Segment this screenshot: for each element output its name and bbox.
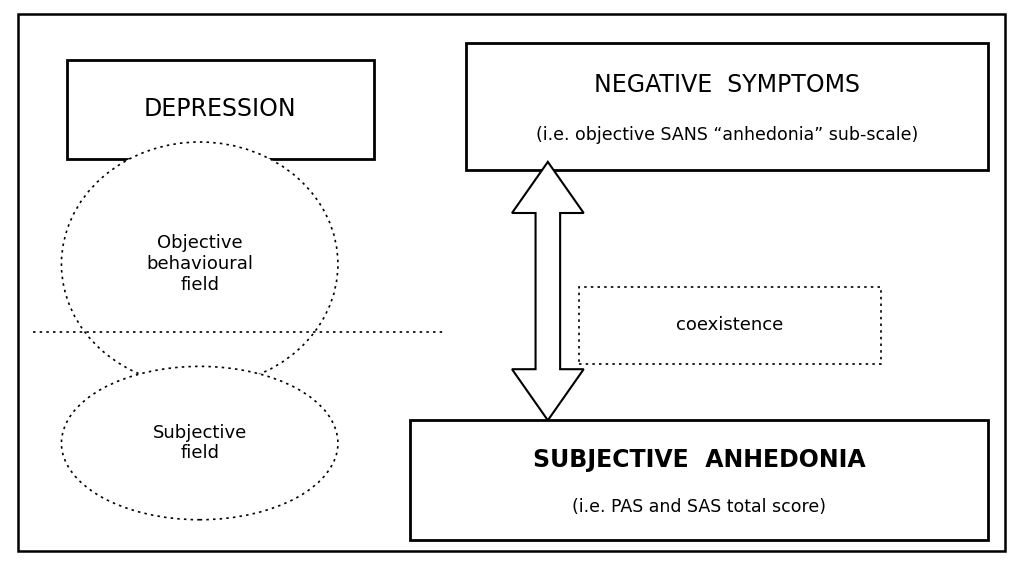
Text: (i.e. objective SANS “anhedonia” sub-scale): (i.e. objective SANS “anhedonia” sub-sca… bbox=[536, 126, 919, 144]
Bar bbox=[579, 287, 881, 364]
Bar bbox=[67, 60, 374, 159]
Text: Objective
behavioural
field: Objective behavioural field bbox=[146, 235, 253, 294]
Ellipse shape bbox=[61, 366, 338, 520]
Text: NEGATIVE  SYMPTOMS: NEGATIVE SYMPTOMS bbox=[594, 73, 860, 97]
Bar bbox=[410, 420, 988, 540]
Text: (i.e. PAS and SAS total score): (i.e. PAS and SAS total score) bbox=[571, 498, 826, 516]
Bar bbox=[466, 43, 988, 170]
Text: Subjective
field: Subjective field bbox=[153, 424, 247, 462]
Text: DEPRESSION: DEPRESSION bbox=[143, 97, 297, 122]
Text: SUBJECTIVE  ANHEDONIA: SUBJECTIVE ANHEDONIA bbox=[532, 448, 865, 471]
Polygon shape bbox=[512, 162, 584, 420]
Text: coexistence: coexistence bbox=[676, 316, 783, 334]
Ellipse shape bbox=[61, 142, 338, 386]
